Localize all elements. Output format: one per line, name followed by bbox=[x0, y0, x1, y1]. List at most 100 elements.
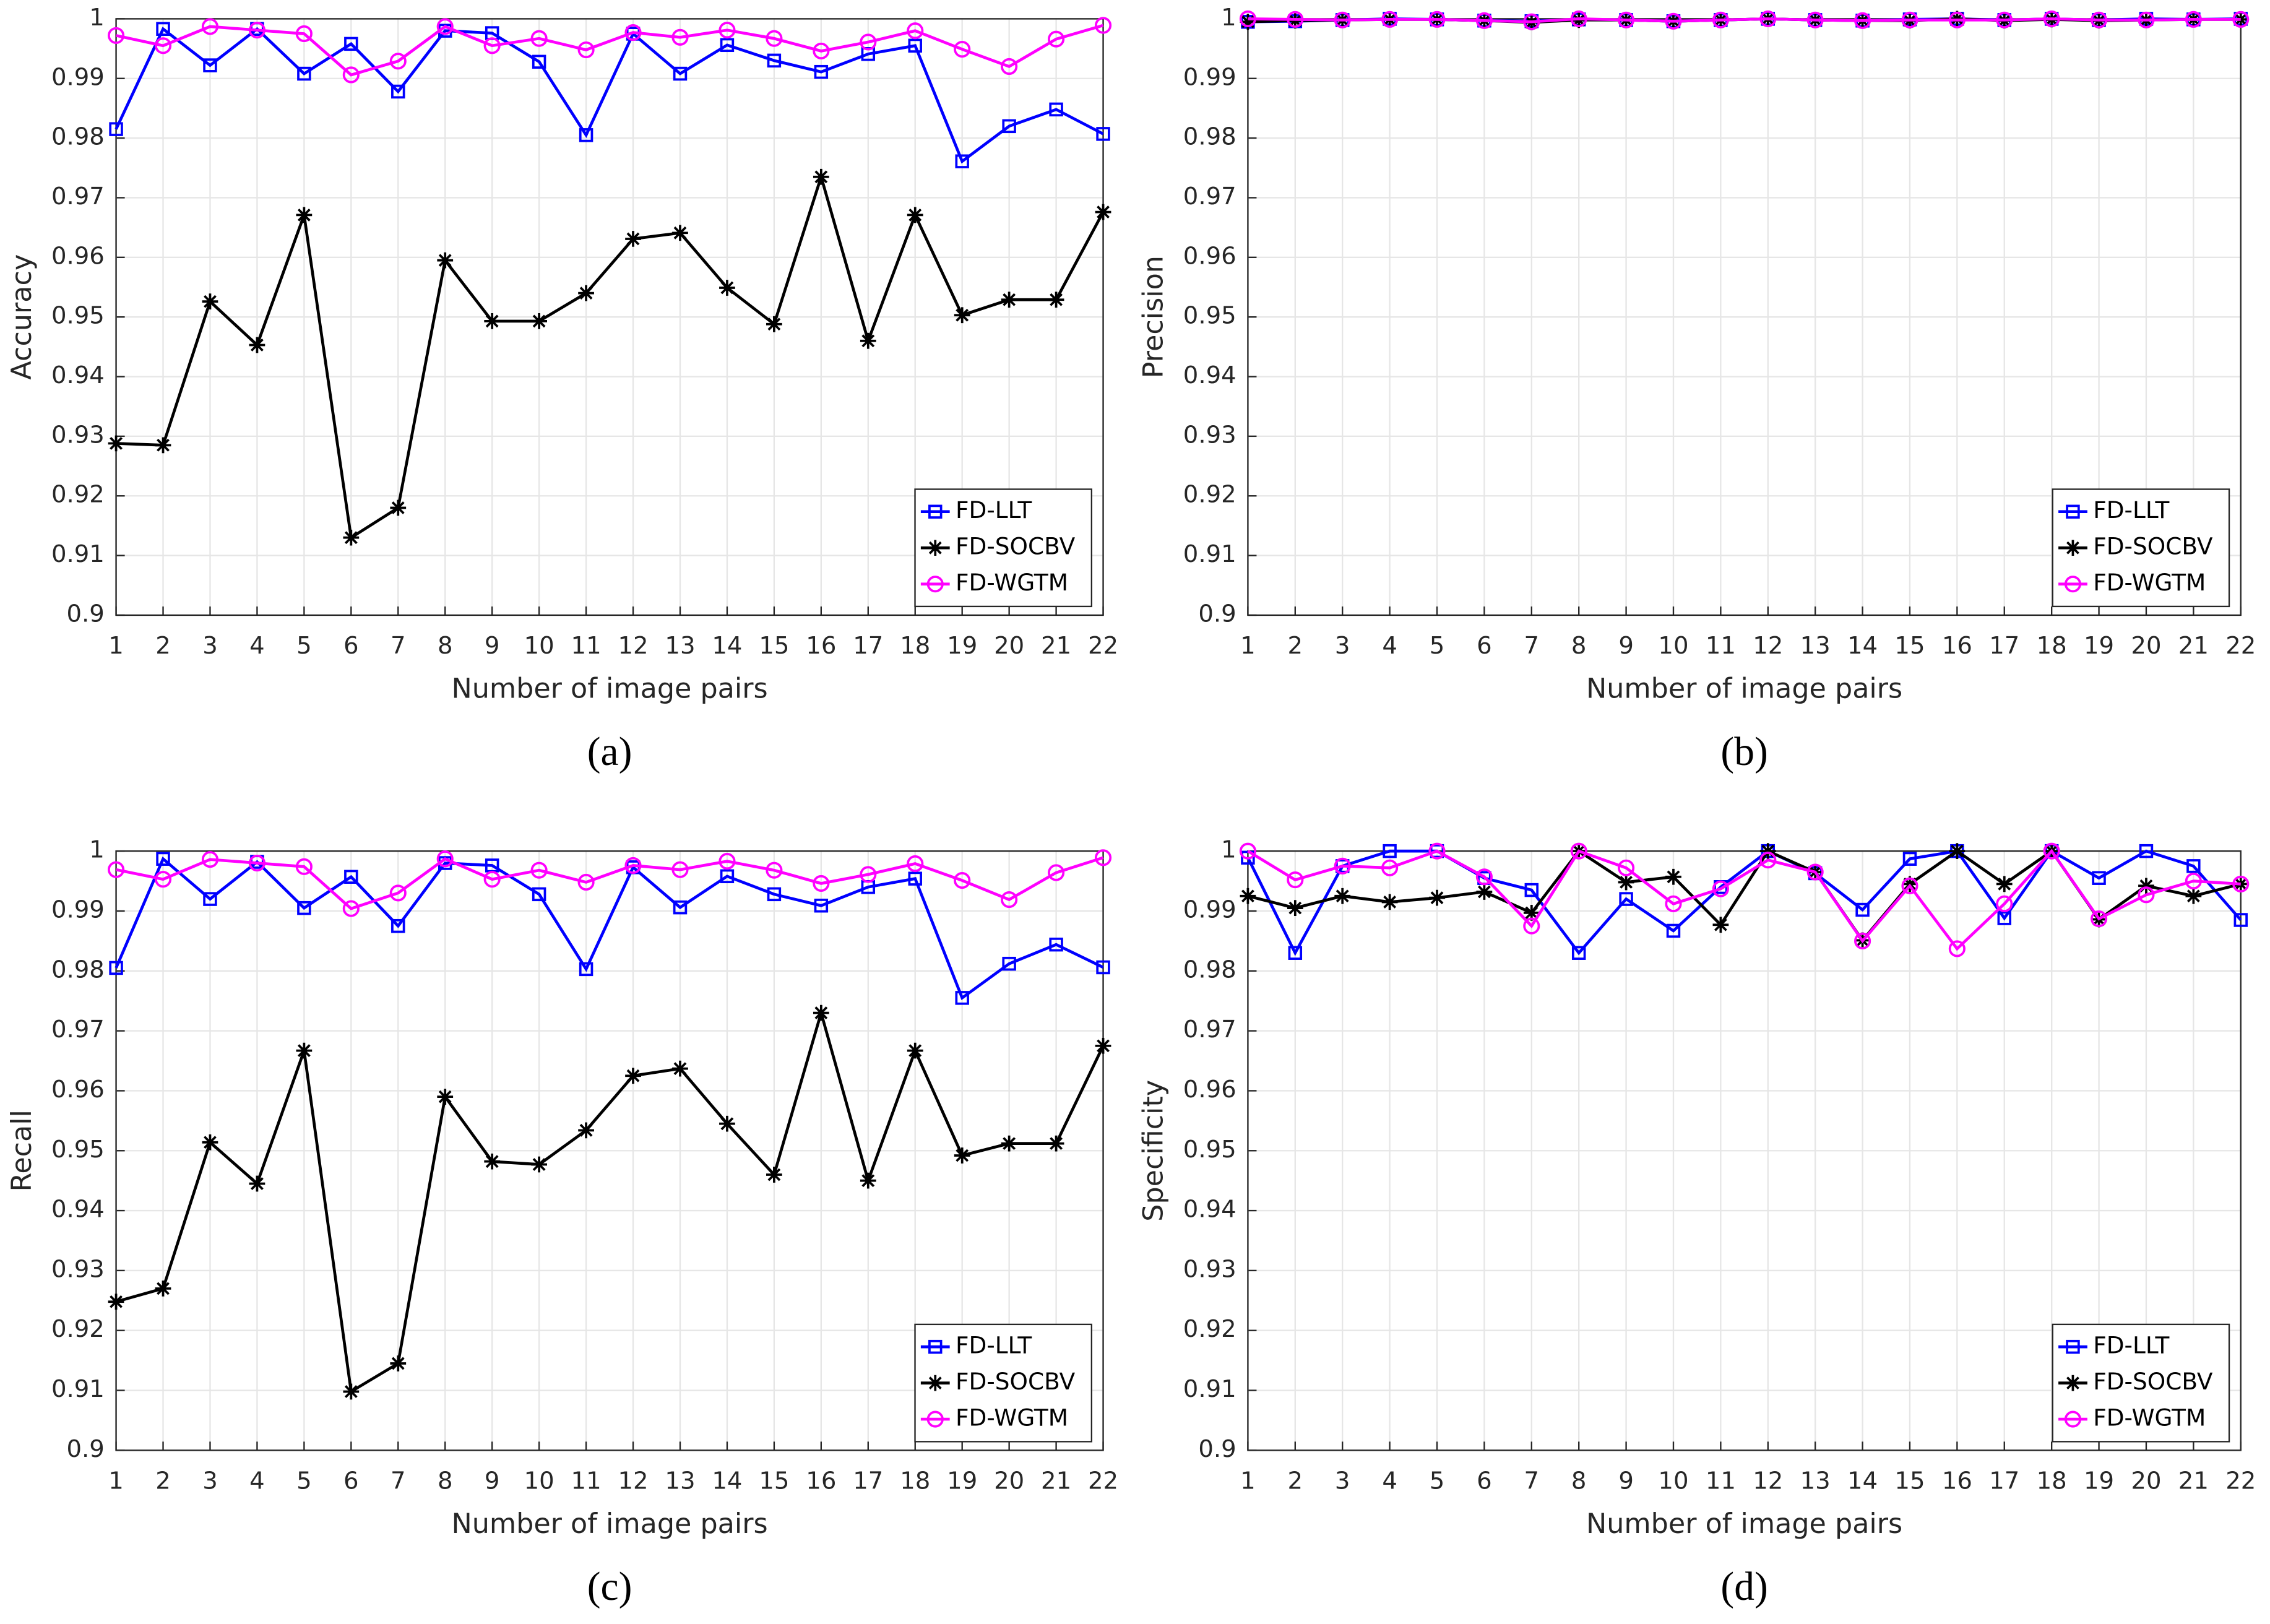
legend: FD-LLT FD-SOCBV FD-WGTM bbox=[914, 1323, 1093, 1443]
x-tick-label: 22 bbox=[1088, 1467, 1118, 1495]
marker bbox=[625, 231, 641, 247]
x-tick-label: 14 bbox=[1847, 632, 1878, 660]
marker bbox=[766, 1167, 782, 1183]
x-tick-label: 11 bbox=[1706, 1467, 1736, 1495]
x-tick-label: 20 bbox=[2131, 632, 2161, 660]
marker bbox=[1381, 859, 1399, 876]
x-tick-label: 20 bbox=[994, 632, 1024, 660]
marker bbox=[1759, 852, 1777, 869]
marker bbox=[954, 40, 971, 58]
marker bbox=[1001, 1135, 1017, 1152]
marker bbox=[1049, 102, 1063, 117]
x-tick-label: 7 bbox=[391, 1467, 406, 1495]
marker bbox=[1948, 940, 1966, 957]
marker bbox=[1570, 842, 1587, 860]
marker bbox=[1001, 292, 1017, 308]
marker bbox=[109, 122, 123, 136]
marker bbox=[389, 884, 407, 902]
x-tick-label: 2 bbox=[155, 1467, 171, 1495]
marker bbox=[1048, 30, 1065, 48]
marker bbox=[1048, 292, 1064, 308]
x-tick-label: 9 bbox=[485, 632, 500, 660]
x-tick-label: 6 bbox=[343, 1467, 359, 1495]
marker bbox=[1287, 900, 1303, 916]
y-tick-label: 0.98 bbox=[51, 956, 105, 983]
x-tick-label: 15 bbox=[1894, 632, 1925, 660]
marker bbox=[2065, 540, 2081, 556]
y-axis-label: Precision bbox=[1138, 256, 1170, 378]
x-tick-label: 4 bbox=[249, 632, 265, 660]
x-tick-label: 18 bbox=[900, 632, 930, 660]
marker bbox=[1428, 842, 1446, 860]
marker bbox=[1002, 119, 1016, 134]
marker bbox=[532, 54, 546, 69]
marker bbox=[154, 871, 172, 888]
y-tick-label: 0.98 bbox=[1183, 956, 1236, 983]
marker bbox=[1334, 888, 1351, 904]
legend-label: FD-SOCBV bbox=[956, 533, 1076, 560]
y-tick-label: 0.93 bbox=[1183, 1255, 1236, 1283]
marker bbox=[673, 66, 688, 81]
x-tick-label: 3 bbox=[1335, 1467, 1350, 1495]
x-tick-label: 15 bbox=[1894, 1467, 1925, 1495]
marker bbox=[2090, 910, 2108, 928]
x-tick-label: 22 bbox=[1088, 632, 1118, 660]
marker bbox=[483, 37, 501, 54]
marker bbox=[2066, 1339, 2080, 1354]
x-tick-label: 16 bbox=[1942, 1467, 1972, 1495]
marker bbox=[2138, 11, 2155, 28]
x-tick-label: 18 bbox=[2037, 1467, 2067, 1495]
marker bbox=[344, 37, 358, 51]
marker bbox=[155, 437, 171, 454]
series-line bbox=[116, 856, 1104, 910]
marker bbox=[907, 1042, 923, 1059]
marker bbox=[926, 576, 944, 593]
marker bbox=[907, 22, 924, 40]
x-tick-label: 4 bbox=[1382, 1467, 1397, 1495]
legend-label: FD-LLT bbox=[956, 1332, 1032, 1359]
marker bbox=[1381, 894, 1398, 910]
y-tick-label: 0.92 bbox=[51, 1315, 105, 1343]
marker bbox=[530, 30, 548, 47]
marker bbox=[390, 1355, 407, 1371]
marker bbox=[1854, 12, 1871, 29]
x-tick-label: 21 bbox=[2178, 632, 2209, 660]
marker bbox=[342, 900, 360, 917]
x-tick-label: 3 bbox=[202, 1467, 218, 1495]
y-tick-label: 0.91 bbox=[51, 1375, 105, 1403]
plot-frame bbox=[1247, 850, 2242, 1451]
chart: 0.9 0.91 0.92 0.93 0.94 0.95 0.96 0.97 0.98 0.99 1… bbox=[1138, 836, 2256, 1610]
marker bbox=[578, 1122, 594, 1139]
marker bbox=[483, 871, 501, 888]
x-tick-label: 19 bbox=[2084, 1467, 2114, 1495]
x-tick-label: 22 bbox=[2225, 1467, 2256, 1495]
x-tick-label: 8 bbox=[438, 632, 453, 660]
marker bbox=[249, 1175, 265, 1192]
x-tick-label: 7 bbox=[391, 632, 406, 660]
x-tick-label: 17 bbox=[1989, 632, 2019, 660]
legend-label: FD-LLT bbox=[2093, 496, 2169, 524]
marker bbox=[531, 313, 547, 329]
x-tick-label: 12 bbox=[1753, 1467, 1783, 1495]
marker bbox=[1806, 11, 1824, 28]
marker bbox=[1997, 911, 2011, 925]
x-tick-label: 21 bbox=[1041, 632, 1071, 660]
marker bbox=[955, 991, 969, 1005]
x-tick-label: 3 bbox=[1335, 632, 1350, 660]
series-line bbox=[116, 171, 1105, 540]
marker bbox=[1049, 937, 1063, 952]
x-tick-label: 20 bbox=[2131, 1467, 2161, 1495]
marker bbox=[719, 280, 735, 296]
marker bbox=[1094, 17, 1112, 34]
marker bbox=[436, 850, 454, 868]
marker bbox=[671, 861, 689, 878]
y-tick-label: 0.96 bbox=[1183, 242, 1236, 270]
x-tick-label: 6 bbox=[1477, 1467, 1492, 1495]
x-tick-label: 19 bbox=[2084, 632, 2114, 660]
marker bbox=[201, 18, 219, 35]
marker bbox=[577, 873, 595, 891]
marker bbox=[1665, 868, 1681, 885]
y-tick-label: 0.93 bbox=[51, 1255, 105, 1283]
marker bbox=[1095, 204, 1111, 220]
